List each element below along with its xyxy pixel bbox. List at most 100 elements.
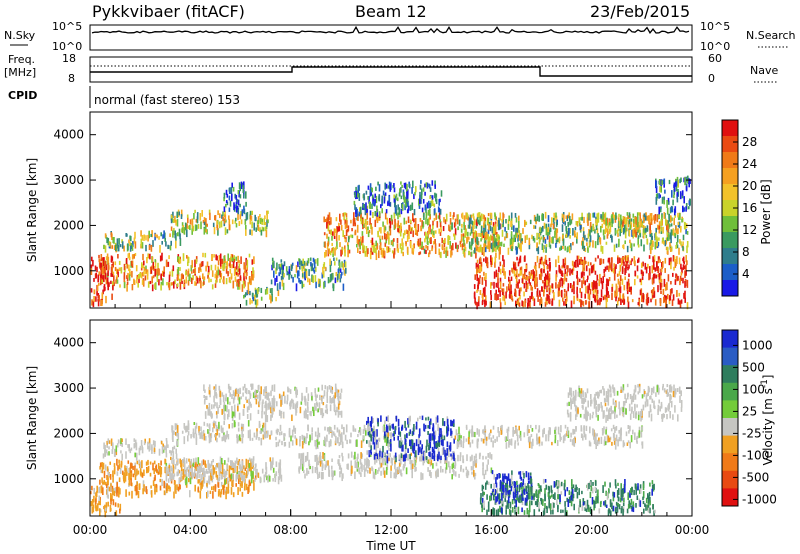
range-cell bbox=[596, 213, 598, 218]
range-cell bbox=[566, 246, 569, 252]
range-cell bbox=[616, 285, 618, 293]
range-cell bbox=[279, 263, 282, 267]
range-cell bbox=[571, 260, 574, 266]
range-cell bbox=[682, 264, 685, 270]
range-cell bbox=[300, 260, 303, 266]
range-cell bbox=[631, 258, 633, 262]
range-cell bbox=[420, 472, 422, 481]
range-cell bbox=[493, 243, 495, 252]
range-cell bbox=[463, 240, 465, 246]
range-cell bbox=[253, 467, 255, 471]
range-cell bbox=[682, 246, 684, 251]
range-cell bbox=[432, 463, 434, 469]
range-cell bbox=[199, 263, 201, 271]
range-cell bbox=[251, 437, 254, 441]
range-cell bbox=[218, 385, 221, 391]
range-cell bbox=[597, 212, 600, 219]
range-cell bbox=[429, 195, 431, 199]
range-cell bbox=[154, 259, 157, 263]
range-cell bbox=[251, 229, 253, 236]
range-cell bbox=[325, 218, 327, 223]
range-cell bbox=[559, 279, 561, 288]
range-cell bbox=[474, 235, 477, 243]
range-cell bbox=[223, 255, 225, 261]
range-cell bbox=[466, 212, 468, 219]
range-cell bbox=[481, 233, 483, 240]
range-cell bbox=[414, 455, 417, 462]
range-cell bbox=[312, 406, 314, 412]
range-cell bbox=[510, 239, 513, 245]
range-cell bbox=[313, 410, 315, 417]
range-cell bbox=[339, 268, 342, 273]
range-cell bbox=[371, 427, 373, 432]
range-cell bbox=[256, 395, 259, 399]
range-cell bbox=[666, 219, 668, 226]
colorbar-swatch bbox=[722, 264, 738, 281]
range-cell bbox=[169, 486, 171, 492]
range-cell bbox=[244, 467, 247, 472]
range-cell bbox=[233, 392, 236, 400]
range-cell bbox=[375, 195, 378, 204]
range-cell bbox=[231, 219, 234, 225]
range-cell bbox=[406, 209, 409, 214]
range-cell bbox=[93, 289, 96, 294]
range-cell bbox=[433, 450, 436, 457]
range-cell bbox=[484, 240, 487, 244]
range-cell bbox=[163, 266, 165, 274]
range-cell bbox=[243, 404, 245, 409]
range-cell bbox=[237, 199, 240, 206]
range-cell bbox=[227, 271, 229, 277]
range-cell bbox=[211, 284, 214, 290]
range-cell bbox=[246, 264, 248, 271]
range-cell bbox=[472, 226, 474, 232]
range-cell bbox=[580, 299, 582, 307]
range-cell bbox=[405, 453, 407, 458]
range-cell bbox=[619, 264, 622, 272]
power-scatter bbox=[90, 175, 691, 310]
range-cell bbox=[489, 301, 492, 309]
range-cell bbox=[251, 292, 254, 297]
range-cell bbox=[221, 436, 224, 442]
range-cell bbox=[680, 241, 682, 246]
range-cell bbox=[324, 252, 326, 258]
range-cell bbox=[484, 232, 487, 237]
range-cell bbox=[395, 196, 397, 201]
range-cell bbox=[344, 248, 346, 253]
range-cell bbox=[450, 453, 452, 457]
range-cell bbox=[159, 467, 161, 475]
range-cell bbox=[478, 453, 481, 460]
range-cell bbox=[377, 469, 379, 474]
range-cell bbox=[217, 228, 219, 236]
range-cell bbox=[660, 290, 662, 295]
range-cell bbox=[560, 245, 562, 251]
range-cell bbox=[666, 246, 669, 252]
range-cell bbox=[471, 226, 473, 232]
range-cell bbox=[105, 256, 108, 261]
range-cell bbox=[371, 194, 374, 199]
range-cell bbox=[534, 225, 537, 229]
range-cell bbox=[233, 258, 236, 263]
range-cell bbox=[545, 228, 548, 236]
range-cell bbox=[639, 212, 641, 216]
range-cell bbox=[259, 214, 261, 218]
range-cell bbox=[332, 251, 334, 258]
range-cell bbox=[449, 465, 451, 474]
range-cell bbox=[388, 195, 390, 204]
range-cell bbox=[241, 437, 244, 444]
range-cell bbox=[255, 469, 257, 475]
range-cell bbox=[394, 425, 397, 431]
range-cell bbox=[271, 398, 274, 405]
range-cell bbox=[236, 465, 239, 474]
range-cell bbox=[484, 299, 486, 308]
range-cell bbox=[579, 288, 581, 294]
range-cell bbox=[541, 256, 543, 265]
range-cell bbox=[498, 236, 500, 240]
range-cell bbox=[112, 281, 114, 289]
range-cell bbox=[205, 229, 207, 233]
range-cell bbox=[552, 223, 555, 230]
range-cell bbox=[533, 237, 536, 243]
range-cell bbox=[433, 431, 436, 440]
range-cell bbox=[138, 483, 141, 490]
range-cell bbox=[407, 448, 409, 453]
